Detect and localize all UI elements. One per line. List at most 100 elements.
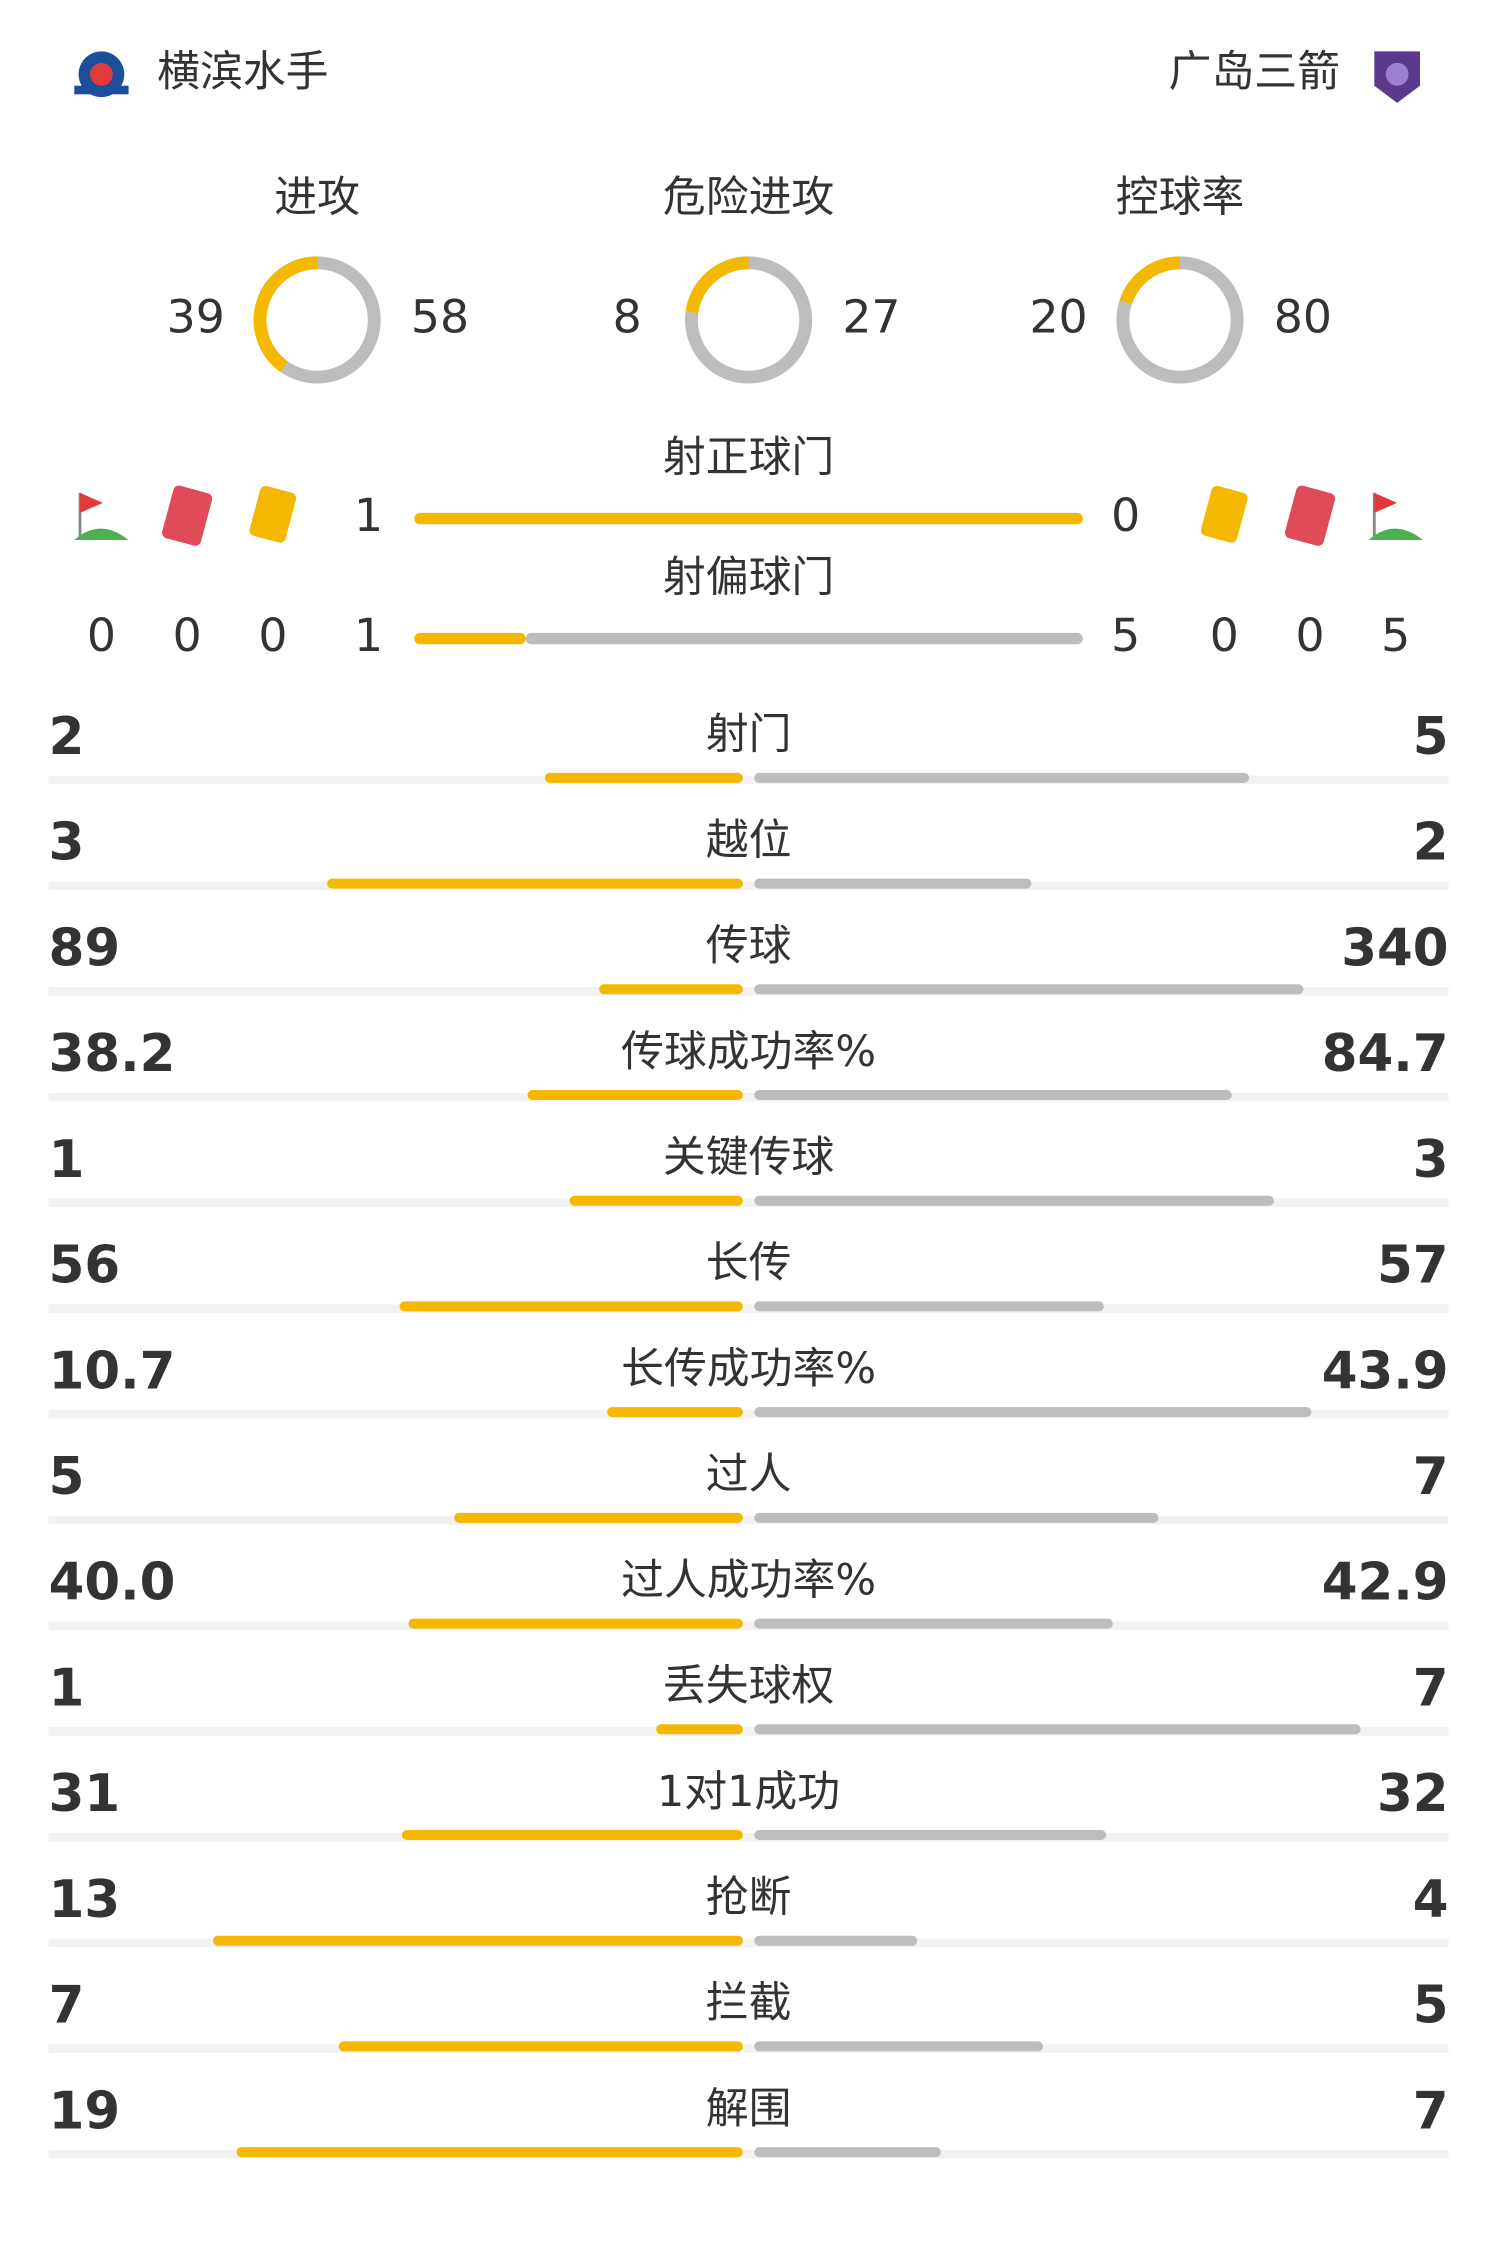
stat-track [48, 1410, 1449, 1419]
stat-away-bar [754, 1407, 1312, 1418]
stat-home-value: 1 [49, 1658, 85, 1718]
stat-home-bar [408, 1618, 743, 1629]
home-yellow-card-icon [249, 485, 297, 543]
stat-away-value: 7 [1413, 1447, 1449, 1507]
stat-label: 长传 [706, 1238, 792, 1288]
stat-track [48, 1198, 1449, 1208]
stat-track [48, 1304, 1449, 1313]
away-yellow-cards: 0 [1210, 609, 1239, 662]
ring-away-value: 58 [411, 290, 469, 343]
stat-home-value: 10.7 [49, 1341, 176, 1401]
stat-away-bar [754, 1090, 1232, 1100]
stat-away-bar [754, 878, 1032, 889]
stat-away-value: 4 [1413, 1870, 1449, 1930]
stat-track [48, 881, 1449, 890]
away-red-cards: 0 [1295, 609, 1324, 662]
stat-track [48, 1938, 1449, 1948]
ring-home-arc [685, 256, 749, 314]
stat-home-value: 56 [49, 1236, 121, 1296]
ring-away-value: 80 [1274, 290, 1332, 343]
stat-away-bar [754, 1512, 1159, 1523]
stat-label: 丢失球权 [663, 1661, 834, 1711]
stat-track [48, 1727, 1449, 1736]
stat-label: 长传成功率% [621, 1344, 876, 1394]
stat-away-bar [754, 2147, 941, 2158]
away-logo [1374, 51, 1420, 103]
stat-home-bar [213, 1935, 743, 1946]
stat-home-bar [236, 2147, 743, 2158]
away-yellow-card-icon [1200, 485, 1248, 543]
shot-home-value: 1 [354, 489, 383, 542]
ring-home-value: 8 [613, 290, 642, 343]
stat-label: 1对1成功 [657, 1767, 840, 1817]
away-corners: 5 [1381, 609, 1410, 662]
stat-home-bar [544, 772, 743, 783]
stat-label: 拦截 [706, 1978, 792, 2028]
stat-away-bar [754, 984, 1304, 995]
stat-home-bar [607, 1407, 743, 1418]
stat-home-value: 7 [49, 1976, 85, 2036]
stat-away-bar [754, 2041, 1043, 2052]
stat-label: 过人 [706, 1450, 792, 1500]
stat-label: 解围 [706, 2084, 792, 2134]
home-logo [74, 51, 129, 98]
stat-home-bar [399, 1301, 743, 1312]
shot-home-bar [414, 632, 526, 645]
away-red-card-icon [1284, 485, 1336, 546]
stat-away-value: 7 [1413, 1658, 1449, 1718]
stat-home-value: 31 [49, 1764, 121, 1824]
stat-home-bar [656, 1724, 743, 1735]
stat-away-bar [754, 772, 1250, 783]
stat-label: 传球成功率% [621, 1027, 876, 1077]
stat-away-bar [754, 1195, 1274, 1206]
stat-home-value: 5 [49, 1447, 85, 1507]
stat-home-value: 89 [49, 918, 121, 978]
stat-away-value: 3 [1413, 1130, 1449, 1190]
stat-away-bar [754, 1724, 1361, 1735]
stat-track [48, 987, 1449, 996]
shot-label: 射偏球门 [663, 552, 834, 602]
stat-home-value: 1 [49, 1130, 85, 1190]
stat-label: 射门 [706, 710, 792, 760]
away-team: 广岛三箭 [1169, 47, 1340, 97]
ring-label: 危险进攻 [663, 173, 834, 223]
shot-home-bar [414, 512, 1083, 525]
home-red-card-icon [162, 485, 213, 546]
stat-away-bar [754, 1301, 1104, 1312]
stat-track [48, 1092, 1449, 1102]
home-corner-icon [74, 492, 129, 540]
stat-away-value: 57 [1377, 1236, 1449, 1296]
ring-home-arc [253, 256, 318, 372]
stat-away-value: 84.7 [1322, 1024, 1449, 1084]
stat-away-value: 5 [1413, 1976, 1449, 2036]
stat-label: 过人成功率% [621, 1555, 876, 1605]
stat-track [48, 1832, 1449, 1842]
ring-away-value: 27 [842, 290, 900, 343]
stat-away-value: 5 [1413, 707, 1449, 767]
home-yellow-cards: 0 [258, 609, 287, 662]
stat-away-bar [754, 1935, 918, 1946]
ring-home-value: 20 [1029, 290, 1087, 343]
stat-label: 关键传球 [663, 1132, 834, 1182]
shot-label: 射正球门 [663, 433, 834, 483]
shot-away-value: 5 [1111, 609, 1140, 662]
stat-away-value: 42.9 [1322, 1553, 1449, 1613]
stat-label: 传球 [706, 921, 792, 971]
stat-track [48, 775, 1449, 785]
stat-home-bar [599, 984, 743, 995]
home-team: 横滨水手 [157, 47, 328, 97]
home-red-cards: 0 [173, 609, 202, 662]
stat-track [48, 2150, 1449, 2159]
shot-away-bar [525, 632, 1083, 645]
ring-home-value: 39 [167, 290, 225, 343]
stat-track [48, 2044, 1449, 2053]
stat-track [48, 1515, 1449, 1525]
stat-home-bar [569, 1195, 743, 1206]
away-corner-icon [1368, 492, 1423, 540]
stat-home-value: 13 [49, 1870, 121, 1930]
stat-away-value: 2 [1413, 813, 1449, 873]
stat-away-bar [754, 1830, 1107, 1840]
stat-away-value: 340 [1341, 918, 1448, 978]
stat-label: 抢断 [706, 1873, 792, 1923]
